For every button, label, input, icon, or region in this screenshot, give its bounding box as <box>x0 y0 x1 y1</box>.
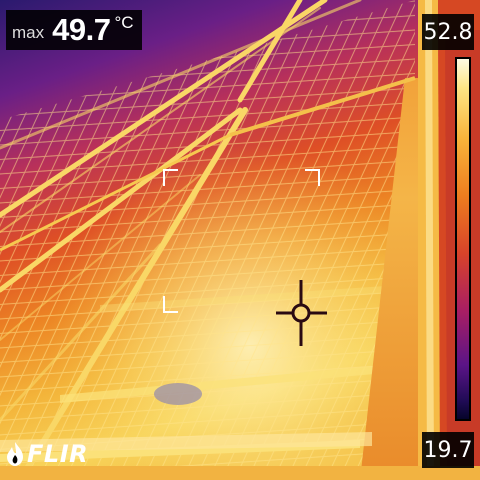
corner-bracket-icon <box>163 169 320 313</box>
max-temperature-readout: max 49.7 °C <box>6 10 142 50</box>
flir-logo-text: FLIR <box>27 440 89 468</box>
scale-min-value: 19.7 <box>422 432 474 468</box>
temperature-scale-bar <box>455 57 471 421</box>
max-label: max <box>12 23 45 42</box>
crosshair-spot-icon[interactable] <box>276 280 327 346</box>
max-value: 49.7 <box>52 12 111 47</box>
scale-max-value: 52.8 <box>422 14 474 50</box>
flir-flame-icon <box>7 442 23 466</box>
max-unit: °C <box>114 13 134 32</box>
flir-logo: FLIR <box>5 438 88 470</box>
